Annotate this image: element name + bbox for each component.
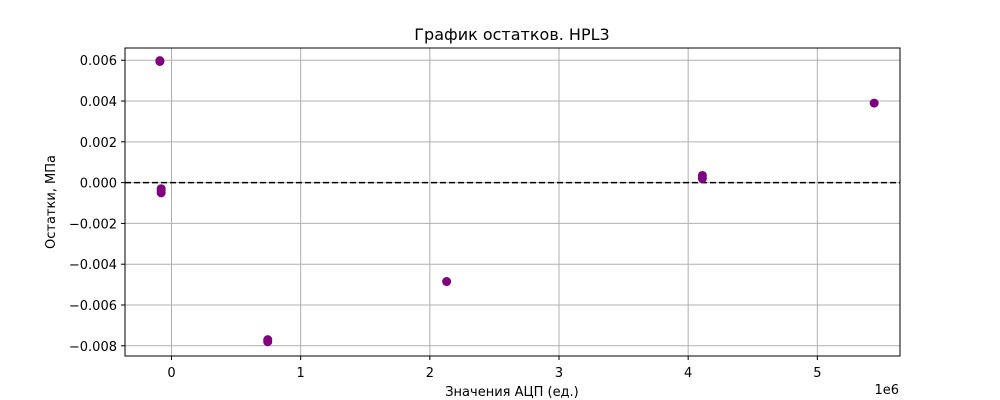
x-axis-label: Значения АЦП (ед.) — [445, 385, 579, 400]
data-point — [156, 188, 166, 198]
plot-frame — [124, 47, 901, 357]
data-point — [697, 174, 707, 184]
y-tick-label: 0.000 — [80, 177, 117, 192]
x-tick-label: 3 — [555, 366, 563, 381]
grid-lines — [125, 48, 900, 356]
x-tick-label: 5 — [813, 366, 821, 381]
chart-title: График остатков. HPL3 — [414, 25, 609, 44]
y-tick-label: −0.002 — [69, 217, 117, 232]
y-tick-label: 0.006 — [80, 54, 117, 69]
x-tick-label: 0 — [167, 366, 175, 381]
data-point — [263, 337, 273, 347]
data-point — [442, 277, 452, 287]
data-point — [869, 98, 879, 108]
y-axis-label: Остатки, МПа — [44, 155, 59, 249]
y-tick-label: 0.004 — [80, 95, 117, 110]
x-tick-label: 1 — [297, 366, 305, 381]
y-tick-label: −0.004 — [69, 258, 117, 273]
x-axis-offset-label: 1e6 — [874, 383, 899, 398]
y-tick-label: −0.008 — [69, 340, 117, 355]
data-point — [155, 56, 165, 66]
y-tick-label: 0.002 — [80, 136, 117, 151]
axis-ticks: 0 1 2 3 4 5 −0.008 −0.006 −0.004 −0.002 0.000 0.002… — [69, 54, 822, 381]
x-tick-label: 4 — [684, 366, 692, 381]
x-tick-label: 2 — [426, 366, 434, 381]
y-tick-label: −0.006 — [69, 299, 117, 314]
data-points — [155, 56, 879, 347]
